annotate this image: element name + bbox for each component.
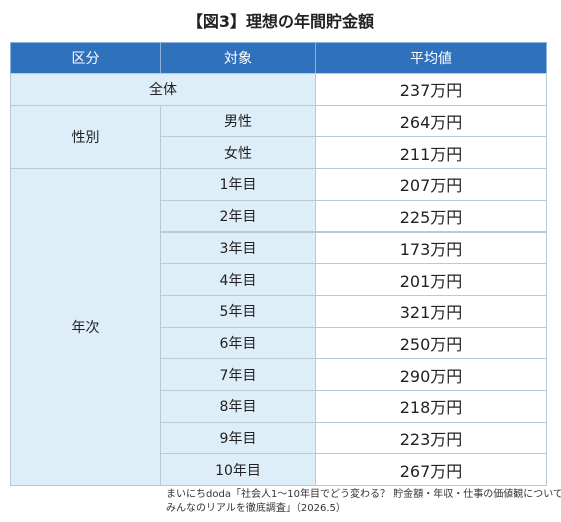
row-label: 男性: [160, 104, 316, 138]
header-cell: 対象: [160, 42, 316, 74]
value-cell: 290万円: [315, 358, 547, 391]
value-cell: 207万円: [315, 168, 547, 201]
row-label: 全体: [10, 73, 316, 106]
value-cell: 250万円: [315, 326, 547, 360]
row-label: 7年目: [160, 358, 316, 391]
value-cell: 225万円: [315, 199, 547, 233]
value-cell: 218万円: [315, 390, 547, 423]
row-label: 2年目: [160, 199, 316, 233]
value-cell: 211万円: [315, 136, 547, 170]
source-line: みんなのリアルを徹底調査」（2026.5）: [166, 503, 346, 514]
source: まいにちdoda「社会人1～10年目でどう変わる？ 貯金額・年収・仕事の価値観に…: [166, 488, 561, 516]
row-label: 1年目: [160, 168, 316, 201]
title: 【図3】理想の年間貯金額: [186, 12, 375, 31]
value-cell: 237万円: [315, 73, 547, 106]
header-cell: 区分: [10, 42, 161, 74]
row-label: 6年目: [160, 326, 316, 360]
group-label: 性別: [10, 104, 161, 170]
row-label: 10年目: [160, 453, 316, 487]
value-cell: 201万円: [315, 263, 547, 296]
row-label: 4年目: [160, 263, 316, 296]
row-label: 8年目: [160, 390, 316, 423]
value-cell: 173万円: [315, 231, 547, 265]
value-cell: 223万円: [315, 421, 547, 455]
row-label: 5年目: [160, 294, 316, 328]
row-label: 女性: [160, 136, 316, 170]
row-label: 3年目: [160, 231, 316, 265]
row-label: 9年目: [160, 421, 316, 455]
value-cell: 321万円: [315, 294, 547, 328]
source-line: まいにちdoda「社会人1～10年目でどう変わる？ 貯金額・年収・仕事の価値観に…: [166, 489, 561, 500]
header-cell: 平均値: [315, 42, 547, 74]
value-cell: 264万円: [315, 104, 547, 138]
group-label: 年次: [10, 168, 161, 487]
value-cell: 267万円: [315, 453, 547, 487]
